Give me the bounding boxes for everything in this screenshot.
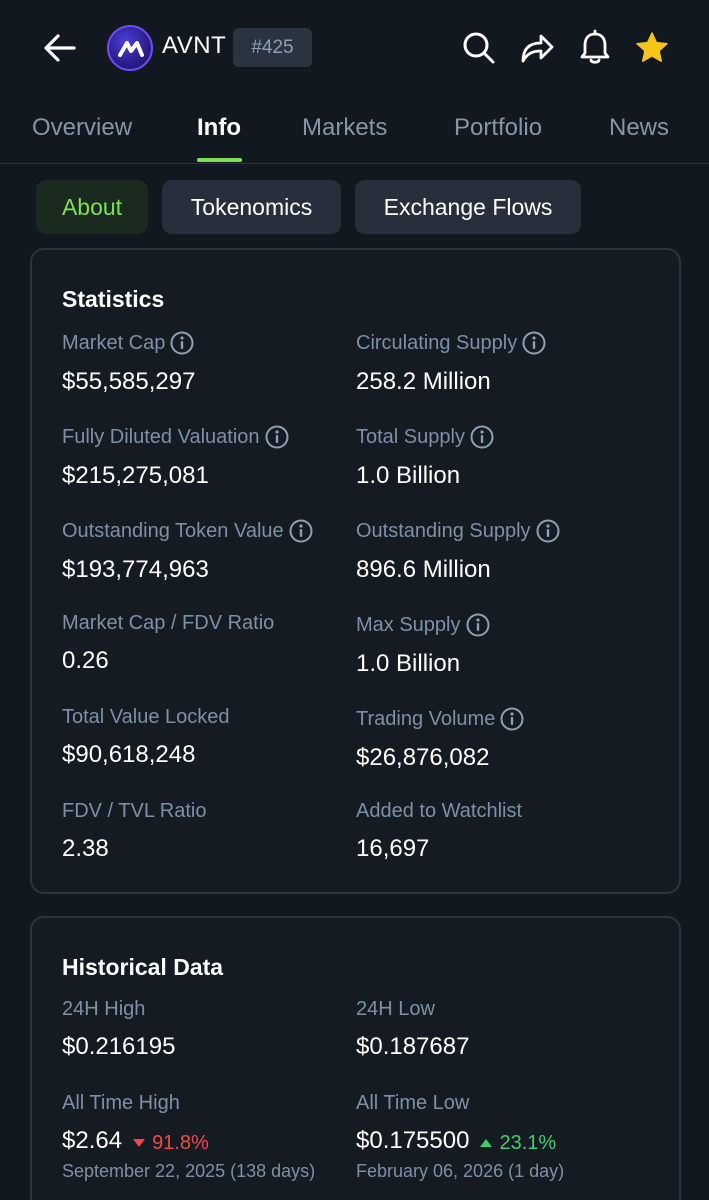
active-tab-indicator	[197, 158, 242, 162]
stat-label: 24H Low	[356, 998, 435, 1020]
stat-max-supply: Max Supply 1.0 Billion	[356, 612, 491, 678]
atl-date: February 06, 2026 (1 day)	[356, 1161, 565, 1181]
historical-title: Historical Data	[62, 954, 224, 980]
atl-change: 23.1%	[479, 1132, 556, 1155]
stat-label: All Time High	[62, 1092, 180, 1114]
stat-label: Market Cap	[62, 331, 166, 354]
stat-label: Fully Diluted Valuation	[62, 425, 260, 448]
coin-name: AVNT	[162, 32, 227, 59]
stat-circulating-supply: Circulating Supply 258.2 Million	[356, 330, 547, 396]
info-icon[interactable]	[469, 424, 495, 450]
stat-added-to-watchlist: Added to Watchlist 16,697	[356, 800, 522, 863]
stat-all-time-low: All Time Low $0.175500 23.1% February 06…	[356, 1092, 564, 1182]
stat-value: 1.0 Billion	[356, 650, 461, 677]
stat-value: 1.0 Billion	[356, 462, 461, 489]
atl-change-value: 23.1%	[499, 1131, 557, 1154]
stat-24h-high: 24H High $0.216195	[62, 998, 175, 1061]
info-icon[interactable]	[535, 518, 561, 544]
back-arrow-icon[interactable]	[40, 30, 80, 66]
stat-value: $55,585,297	[62, 368, 196, 395]
stat-value: 0.26	[62, 647, 109, 674]
stat-label: Trading Volume	[356, 707, 496, 730]
stat-total-value-locked: Total Value Locked $90,618,248	[62, 706, 230, 769]
info-icon[interactable]	[521, 330, 547, 356]
info-icon[interactable]	[169, 330, 195, 356]
tab-news[interactable]: News	[609, 114, 670, 141]
stat-value: 258.2 Million	[356, 368, 491, 395]
tab-bar: Overview Info Markets Portfolio News	[0, 96, 709, 164]
stat-value: 16,697	[356, 835, 430, 862]
caret-up-icon	[480, 1139, 493, 1147]
statistics-title: Statistics	[62, 286, 165, 312]
stat-label: Added to Watchlist	[356, 800, 523, 822]
stat-value: $215,275,081	[62, 462, 209, 489]
stat-label: Outstanding Supply	[356, 519, 531, 542]
stat-24h-low: 24H Low $0.187687	[356, 998, 469, 1061]
stat-outstanding-token-value: Outstanding Token Value $193,774,963	[62, 518, 314, 584]
search-icon[interactable]	[459, 28, 499, 68]
ath-date: September 22, 2025 (138 days)	[62, 1161, 316, 1181]
ath-change-value: 91.8%	[152, 1131, 209, 1154]
stat-value: $193,774,963	[62, 556, 209, 583]
ath-change: 91.8%	[132, 1132, 209, 1155]
coin-logo	[107, 25, 153, 71]
stat-all-time-high: All Time High $2.64 91.8% September 22, …	[62, 1092, 315, 1182]
stat-label: FDV / TVL Ratio	[62, 800, 207, 822]
rank-badge: #425	[233, 28, 312, 67]
subtab-about[interactable]: About	[36, 180, 148, 234]
tab-overview[interactable]: Overview	[32, 114, 133, 141]
stat-fdv-tvl-ratio: FDV / TVL Ratio 2.38	[62, 800, 207, 863]
stat-market-cap: Market Cap $55,585,297	[62, 330, 195, 396]
stat-value: $90,618,248	[62, 741, 196, 768]
bell-icon[interactable]	[575, 28, 615, 68]
stat-value: $0.175500	[356, 1127, 470, 1154]
stat-label: Outstanding Token Value	[62, 519, 284, 542]
stat-value: $0.216195	[62, 1033, 176, 1060]
stat-label: Total Value Locked	[62, 706, 230, 728]
subtab-exchange-flows[interactable]: Exchange Flows	[355, 180, 581, 234]
caret-down-icon	[133, 1139, 146, 1147]
share-icon[interactable]	[517, 28, 557, 68]
tab-portfolio[interactable]: Portfolio	[454, 114, 543, 141]
stat-label: 24H High	[62, 998, 146, 1020]
info-icon[interactable]	[465, 612, 491, 638]
info-icon[interactable]	[288, 518, 314, 544]
stat-total-supply: Total Supply 1.0 Billion	[356, 424, 495, 490]
historical-data-card: Historical Data 24H High $0.216195 24H L…	[30, 916, 681, 1200]
stat-value: 896.6 Million	[356, 556, 491, 583]
stat-label: Max Supply	[356, 613, 461, 636]
stat-label: Circulating Supply	[356, 331, 518, 354]
stat-value: 2.38	[62, 835, 109, 862]
tab-info[interactable]: Info	[197, 114, 241, 141]
stat-label: All Time Low	[356, 1092, 470, 1114]
app-header: AVNT #425	[0, 0, 709, 96]
info-icon[interactable]	[499, 706, 525, 732]
star-icon[interactable]	[632, 28, 672, 68]
subtab-tokenomics[interactable]: Tokenomics	[162, 180, 341, 234]
stat-label: Total Supply	[356, 425, 465, 448]
stat-label: Market Cap / FDV Ratio	[62, 612, 275, 634]
statistics-card: Statistics Market Cap $55,585,297 Circul…	[30, 248, 681, 894]
stat-trading-volume: Trading Volume $26,876,082	[356, 706, 525, 772]
stat-market-cap-fdv-ratio: Market Cap / FDV Ratio 0.26	[62, 612, 274, 675]
stat-value: $0.187687	[356, 1033, 470, 1060]
stat-value: $26,876,082	[356, 744, 490, 771]
info-icon[interactable]	[264, 424, 290, 450]
stat-fully-diluted-valuation: Fully Diluted Valuation $215,275,081	[62, 424, 290, 490]
stat-value: $2.64	[62, 1127, 123, 1154]
tab-markets[interactable]: Markets	[302, 114, 388, 141]
stat-outstanding-supply: Outstanding Supply 896.6 Million	[356, 518, 561, 584]
